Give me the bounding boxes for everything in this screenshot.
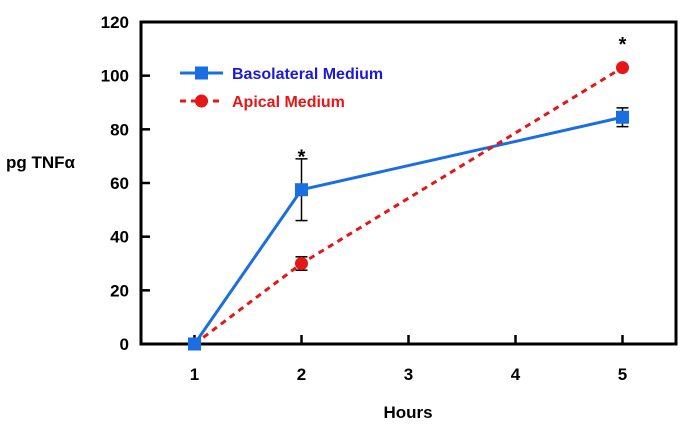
y-tick-label: 0 xyxy=(120,335,129,354)
y-tick-label: 80 xyxy=(110,120,129,139)
x-tick-label: 2 xyxy=(297,365,306,384)
x-tick-label: 1 xyxy=(190,365,199,384)
legend-label-0: Basolateral Medium xyxy=(232,66,383,83)
legend-circle-marker xyxy=(195,94,208,108)
x-tick-label: 5 xyxy=(618,365,627,384)
y-tick-label: 60 xyxy=(110,174,129,193)
x-tick-label: 4 xyxy=(511,365,521,384)
square-marker xyxy=(616,110,629,124)
y-tick-label: 40 xyxy=(110,228,129,247)
y-tick-label: 20 xyxy=(110,281,129,300)
significance-asterisk: * xyxy=(619,34,627,56)
circle-marker xyxy=(295,257,308,270)
legend-label-1: Apical Medium xyxy=(232,94,345,111)
square-marker xyxy=(188,337,201,351)
y-tick-label: 100 xyxy=(101,67,129,86)
plot-frame xyxy=(139,20,678,346)
axes: 0 20 40 60 80 100 120 1 2 3 4 5 xyxy=(101,13,678,384)
error-bars xyxy=(295,107,629,271)
legend-square-marker xyxy=(195,66,208,80)
x-tick-label: 3 xyxy=(404,365,413,384)
data-markers xyxy=(188,61,629,351)
annotations: ** xyxy=(298,34,627,169)
circle-marker xyxy=(616,61,629,75)
legend: Basolateral Medium Apical Medium xyxy=(180,66,383,111)
x-axis-label: Hours xyxy=(383,403,432,422)
significance-asterisk: * xyxy=(298,146,306,168)
y-tick-label: 120 xyxy=(101,13,129,32)
y-axis-label: pg TNFα xyxy=(6,153,76,172)
series-line-0 xyxy=(193,115,623,345)
square-marker xyxy=(295,183,308,197)
